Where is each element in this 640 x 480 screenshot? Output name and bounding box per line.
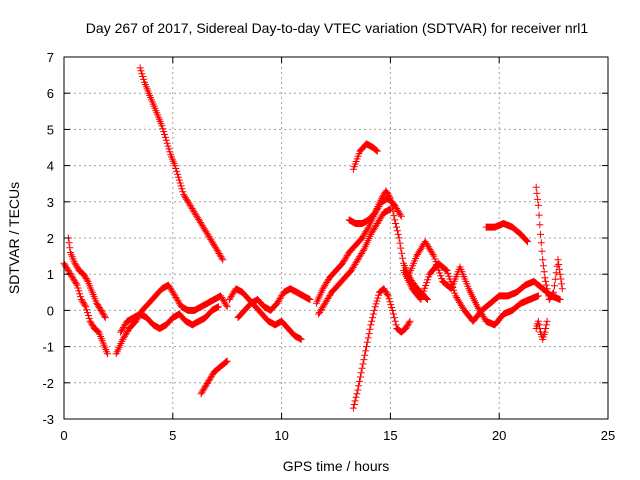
grid: [64, 57, 608, 419]
y-tick-label: 7: [47, 50, 54, 65]
x-axis-label: GPS time / hours: [283, 458, 390, 474]
series-arc-h: [349, 140, 381, 173]
x-tick-label: 0: [60, 428, 67, 443]
series-arc-d: [197, 357, 231, 398]
x-tick-label: 15: [383, 428, 397, 443]
y-tick-label: 4: [47, 159, 54, 174]
plus-marks: [404, 238, 542, 329]
chart-title: Day 267 of 2017, Sidereal Day-to-day VTE…: [86, 20, 589, 36]
series-arc-f-lower: [315, 205, 394, 318]
x-tick-label: 5: [169, 428, 176, 443]
plus-marks: [349, 285, 414, 412]
x-tick-label: 10: [274, 428, 288, 443]
y-tick-label: 1: [47, 267, 54, 282]
y-tick-label: 5: [47, 122, 54, 137]
y-tick-label: 0: [47, 303, 54, 318]
y-axis-label: SDTVAR / TECUs: [6, 182, 22, 294]
series-arc-b-lower: [117, 303, 222, 336]
y-tick-label: 6: [47, 86, 54, 101]
plus-marks: [197, 357, 231, 398]
plus-marks: [117, 303, 222, 336]
series-arc-i: [349, 285, 414, 412]
y-tick-label: -2: [42, 376, 54, 391]
series-arc-c-descending: [136, 64, 227, 264]
plus-marks: [136, 64, 227, 264]
series-arc-e-upper: [234, 285, 314, 322]
series-arc-j-lower: [404, 238, 542, 329]
series-arc-k: [482, 220, 531, 246]
axes: 0 5 10 15 20 25 -3 -2 -1 0 1 2 3 4 5 6 7: [42, 50, 615, 443]
plus-marks: [349, 140, 381, 173]
x-tick-label: 20: [492, 428, 506, 443]
x-tick-label: 25: [601, 428, 615, 443]
series-arc-l: [532, 183, 566, 303]
data-marks: [60, 64, 566, 412]
plus-marks: [532, 317, 551, 343]
y-tick-label: -1: [42, 340, 54, 355]
y-tick-label: 3: [47, 195, 54, 210]
y-tick-label: -3: [42, 412, 54, 427]
plus-marks: [234, 285, 314, 322]
plus-marks: [482, 220, 531, 246]
series-arc-j: [400, 259, 564, 325]
plus-marks: [400, 259, 564, 325]
plus-marks: [315, 205, 394, 318]
plus-marks: [532, 183, 566, 303]
series-arc-l-lower: [532, 317, 551, 343]
y-tick-label: 2: [47, 231, 54, 246]
